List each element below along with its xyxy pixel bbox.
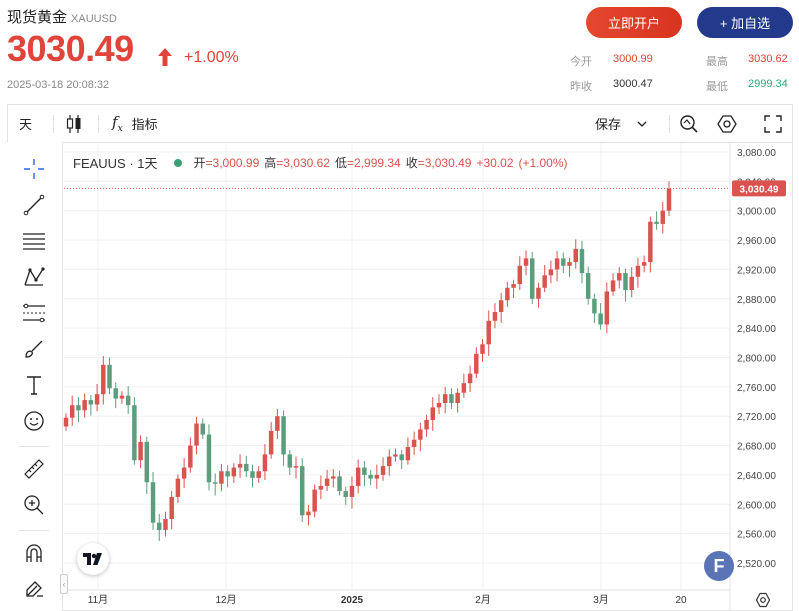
- toolbar-divider: [19, 446, 49, 447]
- chart-frame: [7, 142, 793, 611]
- legend-open-label: 开: [193, 156, 206, 170]
- fib-icon: [23, 233, 45, 250]
- legend-close-label: 收: [405, 156, 418, 170]
- lock-tool[interactable]: [20, 576, 48, 602]
- quote-header: 现货黄金 XAUUSD 3030.49 +1.00% 2025-03-18 20:…: [0, 0, 799, 103]
- zoom-tool[interactable]: [20, 492, 48, 518]
- fullscreen-icon: [764, 114, 782, 133]
- status-dot: [173, 158, 182, 167]
- indicators-button[interactable]: fx 指标: [112, 105, 158, 142]
- legend-high: =3,030.62: [276, 155, 330, 170]
- tradingview-logo: [77, 543, 109, 575]
- projection-tool[interactable]: [20, 300, 48, 326]
- collapse-toolbar-button[interactable]: ‹: [60, 574, 68, 594]
- trendline-tool[interactable]: [20, 192, 48, 218]
- emoji-icon: [24, 411, 44, 431]
- legend-symbol: FEAUUS · 1天: [73, 156, 158, 171]
- save-label: 保存: [595, 117, 622, 132]
- indicators-label: 指标: [131, 117, 158, 132]
- toolbar-divider: [669, 115, 670, 133]
- low-label: 最低: [706, 81, 728, 93]
- magnet-icon: [26, 544, 42, 562]
- text-icon: [27, 376, 41, 395]
- brush-tool[interactable]: [20, 336, 48, 362]
- instrument-code: XAUUSD: [71, 13, 117, 25]
- pattern-tool[interactable]: [20, 264, 48, 290]
- chevron-down-icon: [637, 121, 647, 127]
- toolbar-divider: [53, 115, 54, 133]
- trendline-icon: [23, 194, 45, 216]
- prev-close-value: 3000.47: [613, 78, 653, 90]
- chart-settings-button[interactable]: [755, 592, 771, 608]
- legend-open: =3,000.99: [205, 155, 260, 170]
- last-price: 3030.49: [7, 28, 134, 69]
- settings-button[interactable]: [717, 105, 737, 142]
- pattern-icon: [24, 267, 45, 286]
- low-value: 2999.34: [748, 78, 788, 90]
- chart-toolbar: 天 fx 指标 保存: [7, 104, 793, 142]
- candles-icon: [66, 114, 81, 133]
- drawing-toolbar: ‹: [7, 142, 68, 611]
- projection-icon: [23, 303, 45, 323]
- open-account-button[interactable]: 立即开户: [586, 7, 682, 38]
- chart-legend: FEAUUS · 1天 开 =3,000.99 高 =3,030.62 低 =2,99…: [73, 153, 568, 172]
- legend-change: +30.02: [476, 155, 514, 170]
- high-value: 3030.62: [748, 53, 788, 65]
- add-watchlist-button[interactable]: + 加自选: [697, 7, 793, 38]
- fx-icon: fx: [112, 113, 123, 134]
- instrument-title: 现货黄金: [7, 9, 68, 26]
- legend-low-label: 低: [334, 156, 347, 170]
- quote-timestamp: 2025-03-18 20:08:32: [7, 79, 110, 91]
- legend-change-pct: (+1.00%): [518, 155, 568, 170]
- open-value: 3000.99: [613, 53, 653, 65]
- fib-tool[interactable]: [20, 228, 48, 254]
- settings-hex-icon: [717, 114, 737, 133]
- instrument-name: 现货黄金 XAUUSD: [7, 6, 117, 27]
- toolbar-divider: [19, 530, 49, 531]
- ruler-tool[interactable]: [20, 456, 48, 482]
- legend-high-label: 高: [264, 156, 277, 170]
- gear-icon: [755, 592, 771, 608]
- high-label: 最高: [706, 56, 728, 68]
- chart-type-button[interactable]: [66, 105, 82, 142]
- zoom-icon: [24, 495, 44, 515]
- magnet-tool[interactable]: [20, 540, 48, 566]
- legend-low: =2,999.34: [347, 155, 401, 170]
- prev-close-label: 昨收: [570, 81, 592, 93]
- alert-icon: [680, 114, 698, 133]
- ruler-icon: [24, 459, 44, 479]
- interval-button[interactable]: 天: [19, 105, 32, 142]
- brush-icon: [25, 340, 43, 358]
- interval-label: 天: [19, 117, 33, 132]
- crosshair-icon: [24, 159, 44, 179]
- text-tool[interactable]: [20, 372, 48, 398]
- up-arrow-icon: [158, 48, 172, 66]
- f-badge-icon[interactable]: F: [704, 551, 734, 581]
- lock-icon: [26, 581, 43, 597]
- legend-close: =3,030.49: [417, 155, 472, 170]
- fullscreen-button[interactable]: [764, 105, 782, 142]
- open-label: 今开: [570, 56, 592, 68]
- toolbar-divider: [98, 115, 99, 133]
- alert-button[interactable]: [679, 105, 699, 142]
- crosshair-tool[interactable]: [20, 156, 48, 182]
- save-button[interactable]: 保存: [595, 105, 647, 142]
- emoji-tool[interactable]: [20, 408, 48, 434]
- change-percent: +1.00%: [184, 49, 239, 66]
